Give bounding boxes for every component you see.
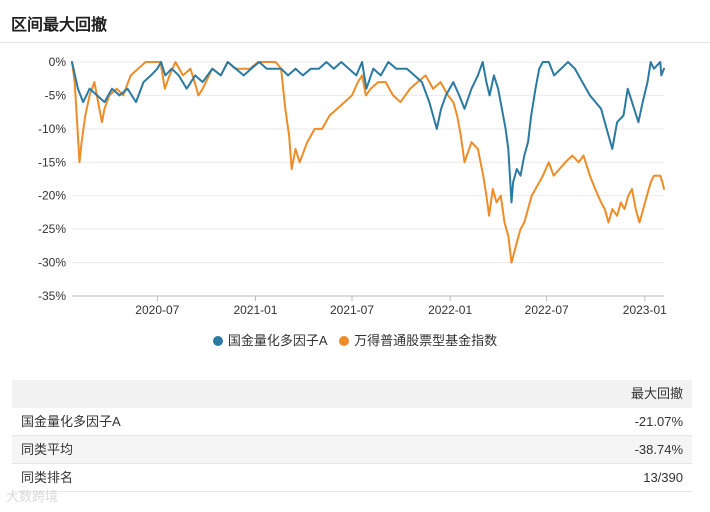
x-tick-label: 2022-01 (428, 303, 472, 317)
table-row: 国金量化多因子A -21.07% (12, 408, 692, 436)
y-tick-label: -10% (38, 122, 66, 136)
x-tick-label: 2023-01 (623, 303, 667, 317)
legend-item-index[interactable]: 万得普通股票型基金指数 (339, 330, 497, 349)
y-tick-label: -15% (38, 155, 66, 169)
table-header: 最大回撤 (12, 380, 692, 408)
legend-label-fund: 国金量化多因子A (227, 333, 328, 348)
legend-label-index: 万得普通股票型基金指数 (354, 333, 498, 348)
x-tick-label: 2021-01 (233, 303, 277, 317)
chart-series (71, 61, 665, 264)
y-tick-label: -20% (38, 189, 66, 203)
x-tick-label: 2022-07 (525, 303, 569, 317)
x-tick-label: 2021-07 (330, 303, 374, 317)
row-value: -21.07% (634, 414, 683, 429)
y-tick-label: -35% (38, 289, 66, 303)
row-label: 同类排名 (21, 470, 74, 485)
chart-legend: 国金量化多因子A 万得普通股票型基金指数 (0, 330, 710, 349)
y-tick-label: -5% (45, 88, 67, 102)
legend-item-fund[interactable]: 国金量化多因子A (212, 330, 328, 349)
y-tick-label: -25% (38, 222, 66, 236)
table-header-value: 最大回撤 (630, 386, 683, 401)
y-tick-label: -30% (38, 256, 66, 270)
drawdown-table: 最大回撤 国金量化多因子A -21.07% 同类平均 -38.74% 同类排名 … (12, 380, 692, 492)
x-tick-label: 2020-07 (135, 303, 179, 317)
section-title: 区间最大回撤 (11, 17, 108, 34)
row-label: 同类平均 (21, 442, 74, 457)
drawdown-chart: 0%-5%-10%-15%-20%-25%-30%-35% 2020-07 202… (38, 55, 667, 317)
fund-line-series (71, 61, 665, 204)
title-divider (0, 42, 710, 43)
watermark-logo: 大数跨境 (6, 489, 59, 504)
index-line-series (71, 61, 665, 264)
row-value: 13/390 (643, 470, 683, 485)
x-axis-ticks: 2020-07 2021-01 2021-07 2022-01 2022-07 2023-… (135, 296, 667, 317)
table-row: 同类平均 -38.74% (12, 436, 692, 464)
y-axis-ticks: 0% -5% -10% -15% -20% -25% -30% -35% (38, 55, 66, 303)
row-label: 国金量化多因子A (21, 414, 121, 429)
chart-grid (72, 61, 664, 297)
legend-dot-icon (212, 336, 223, 346)
y-tick-label: 0% (49, 55, 67, 69)
table-row: 同类排名 13/390 (12, 464, 692, 492)
legend-dot-icon (339, 336, 350, 346)
row-value: -38.74% (634, 442, 683, 457)
